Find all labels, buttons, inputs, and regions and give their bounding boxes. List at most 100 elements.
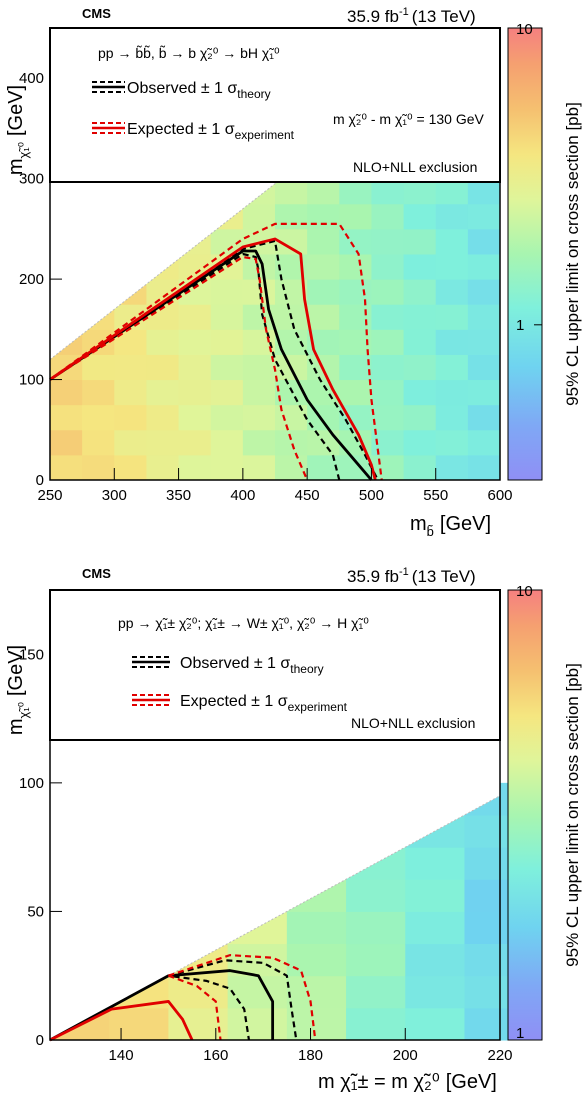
heatmap-cell [403, 203, 437, 230]
heatmap-cell [346, 911, 406, 945]
heatmap-cell [286, 975, 347, 1009]
legend-expected: Expected ± 1 σexperiment [127, 121, 295, 142]
heatmap-cell [242, 454, 276, 481]
y-tick-label: 100 [19, 372, 44, 389]
heatmap-cell [178, 354, 212, 381]
heatmap-cell [210, 279, 244, 305]
heatmap-cell [50, 454, 83, 481]
heatmap-cell [405, 943, 465, 977]
colorbar [507, 589, 543, 1041]
y-tick-label: 300 [19, 171, 44, 188]
heatmap-cell [339, 354, 372, 381]
heatmap-cell [307, 279, 340, 305]
heatmap-cell [435, 203, 469, 230]
heatmap-cell [467, 203, 501, 230]
heatmap-cell [467, 228, 501, 255]
x-tick-label: 140 [109, 1047, 134, 1064]
heatmap-cell [435, 329, 469, 355]
heatmap-cell [467, 454, 501, 481]
heatmap-cell [435, 379, 469, 406]
y-tick-label: 200 [19, 271, 44, 288]
heatmap-cell [435, 404, 469, 431]
heatmap-cell [275, 454, 308, 481]
heatmap-cell [339, 254, 372, 280]
heatmap-cell [286, 911, 347, 945]
legend-box: pp → χ̃₁± χ̃₂⁰; χ̃₁± → W± χ̃₁⁰, χ̃₂⁰ → H… [49, 589, 501, 741]
heatmap-cell [307, 254, 340, 280]
y-axis-label: mχ̃₁⁰[GeV] [5, 85, 31, 175]
heatmap-cell [286, 1007, 347, 1041]
legend-expected-swatch [92, 122, 125, 134]
colorbar-ticks: 1 10 [516, 21, 542, 334]
experiment-label: CMS [82, 6, 111, 21]
heatmap-cell [82, 404, 115, 431]
contour-expected-central [49, 237, 377, 481]
legend-frame [49, 589, 501, 741]
heatmap-cell [403, 429, 437, 456]
exclusion-contours [49, 222, 383, 481]
colorbar [507, 27, 543, 481]
heatmap-cell [435, 279, 469, 305]
heatmap-cell [403, 354, 437, 381]
heatmap-cell [286, 943, 347, 977]
heatmap-cell [403, 329, 437, 355]
x-tick-label: 220 [487, 1047, 512, 1064]
y-tick-label: 100 [19, 775, 44, 792]
legend-frame [49, 27, 501, 183]
colorbar-label: 95% CL upper limit on cross section [pb] [563, 663, 582, 967]
x-tick-label: 250 [37, 487, 62, 504]
heatmap-cell [403, 228, 437, 255]
legend-expected: Expected ± 1 σexperiment [180, 693, 348, 714]
legend-observed-swatch [132, 656, 170, 668]
colorbar-label: 95% CL upper limit on cross section [pb] [563, 102, 582, 406]
heatmap-cell [210, 379, 244, 406]
mass-splitting-note: m χ̃₂⁰ - m χ̃₁⁰ = 130 GeV [333, 111, 485, 127]
exclusion-contours [49, 954, 317, 1042]
legend-box: pp → b̃b̃, b̃ → b χ̃₂⁰ → bH χ̃₁⁰ Observe… [49, 27, 501, 183]
heatmap-cell [403, 404, 437, 431]
heatmap-cell [346, 975, 406, 1009]
heatmap-cell [403, 454, 437, 481]
contour-observed-band [49, 252, 341, 481]
y-axis-ticks: 0 100 200 300 400 [19, 70, 62, 489]
heatmap-cell [339, 379, 372, 406]
panel-bottom: CMS 35.9 fb-1 (13 TeV) 140 160 180 200 220 0 5… [5, 566, 582, 1093]
x-tick-label: 400 [230, 487, 255, 504]
x-tick-label: 550 [423, 487, 448, 504]
heatmap-cell [242, 379, 276, 406]
y-tick-label: 150 [19, 646, 44, 663]
contour-expected-band [168, 974, 222, 1041]
heatmap-cell [242, 279, 276, 305]
heatmap-cell [435, 454, 469, 481]
heatmap-cell [371, 228, 405, 255]
y-tick-label: 0 [36, 472, 44, 489]
heatmap-cell [227, 1007, 288, 1041]
colorbar-tick-label: 1 [516, 1025, 524, 1042]
heatmap-cell [307, 304, 340, 330]
heatmap-cell [371, 203, 405, 230]
contour-observed-band [49, 974, 251, 1041]
colorbar-tick-label: 1 [516, 317, 524, 334]
heatmap-cell [82, 429, 115, 456]
y-axis-ticks: 0 50 100 150 [19, 646, 62, 1049]
colorbar-tick-label: 10 [516, 21, 533, 38]
heatmap-cell [227, 975, 288, 1009]
heatmap-cell [178, 304, 212, 330]
heatmap-cell [178, 329, 212, 355]
heatmap-cell [371, 404, 405, 431]
heatmap-cell [50, 429, 83, 456]
heatmap-cell [114, 404, 147, 431]
contour-expected-central [49, 1000, 194, 1042]
heatmap-cell [467, 254, 501, 280]
heatmap-cell [210, 454, 244, 481]
panel-top: CMS 35.9 fb-1 (13 TeV) 250 300 350 400 450 500… [5, 6, 582, 539]
process-label: pp → χ̃₁± χ̃₂⁰; χ̃₁± → W± χ̃₁⁰, χ̃₂⁰ → H… [118, 615, 369, 631]
colorbar-ticks: 1 10 [516, 583, 542, 1042]
heatmap-cell [339, 203, 372, 230]
heatmap-cell [346, 1007, 406, 1041]
heatmap-cell [210, 354, 244, 381]
heatmap-cell [242, 404, 276, 431]
heatmap-cell [371, 354, 405, 381]
heatmap-cell [146, 379, 180, 406]
